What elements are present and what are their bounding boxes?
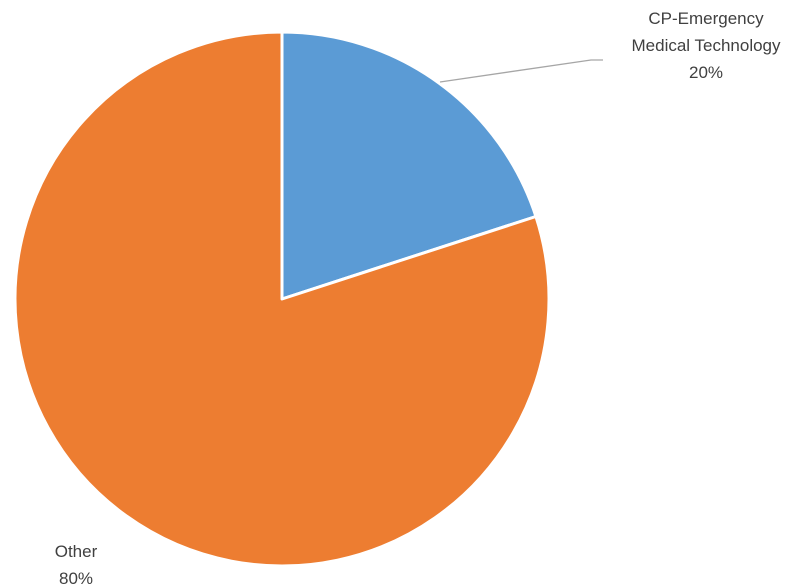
data-label-percent-other: 80% — [59, 569, 93, 584]
pie-slice-other — [13, 30, 551, 568]
leader-line-cp-emergency-medical-technology — [439, 59, 603, 83]
data-labels: CP-Emergency Medical Technology 20% Other 80… — [55, 9, 781, 584]
data-label-category-cp-emergency-medical-technology-line-2: Medical Technology — [632, 36, 781, 55]
data-label-percent-cp-emergency-medical-technology: 20% — [689, 63, 723, 82]
data-label-category-other-line-1: Other — [55, 542, 98, 561]
data-label-category-cp-emergency-medical-technology-line-1: CP-Emergency — [648, 9, 764, 28]
leader-lines — [439, 59, 603, 83]
pie-slice-cp-emergency-medical-technology — [280, 30, 538, 301]
pie-slices — [13, 30, 551, 568]
